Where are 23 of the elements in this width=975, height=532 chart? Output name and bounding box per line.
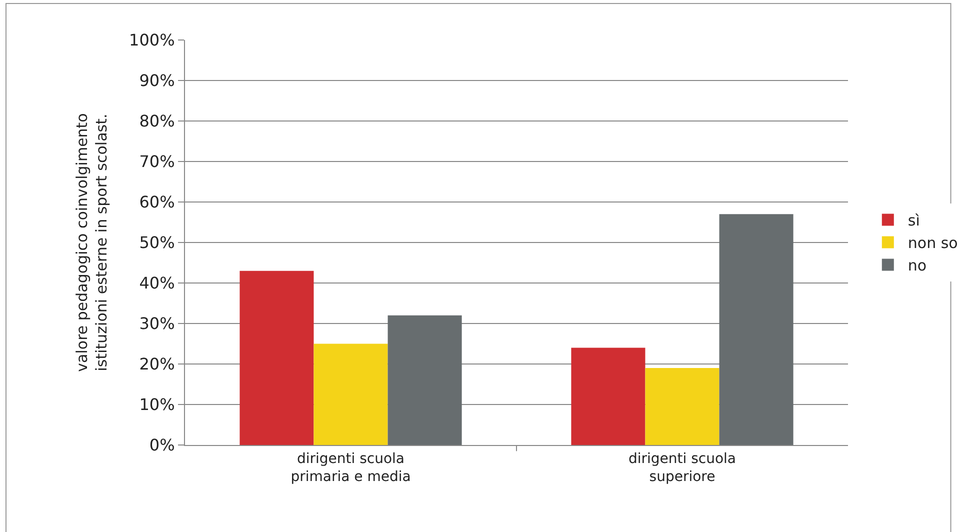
legend-label: non so (908, 234, 958, 252)
y-tick-label: 70% (139, 152, 175, 172)
legend-label: sì (908, 212, 920, 230)
y-tick-label: 40% (139, 274, 175, 293)
bar (719, 214, 794, 445)
y-tick-label: 90% (139, 71, 175, 90)
x-tick-label: dirigenti scuola primaria e media (290, 450, 411, 485)
y-tick-label: 10% (139, 395, 175, 414)
bar (314, 344, 388, 445)
x-tick-label: dirigenti scuola superiore (628, 450, 736, 485)
y-tick-label: 100% (129, 30, 175, 50)
y-tick-label: 80% (139, 112, 175, 131)
bar (645, 368, 720, 445)
y-tick-label: 0% (149, 436, 175, 455)
y-axis-title: valore pedagogico coinvolgimento istituzioni esterne in sport scolast. (72, 113, 110, 372)
y-tick-label: 60% (139, 192, 175, 212)
y-tick-label: 20% (139, 354, 175, 374)
y-tick-label: 30% (139, 314, 175, 334)
y-tick-label: 50% (139, 233, 175, 252)
legend-label: no (908, 256, 927, 275)
bar (240, 270, 314, 445)
bar (571, 348, 646, 445)
bar (388, 315, 462, 445)
